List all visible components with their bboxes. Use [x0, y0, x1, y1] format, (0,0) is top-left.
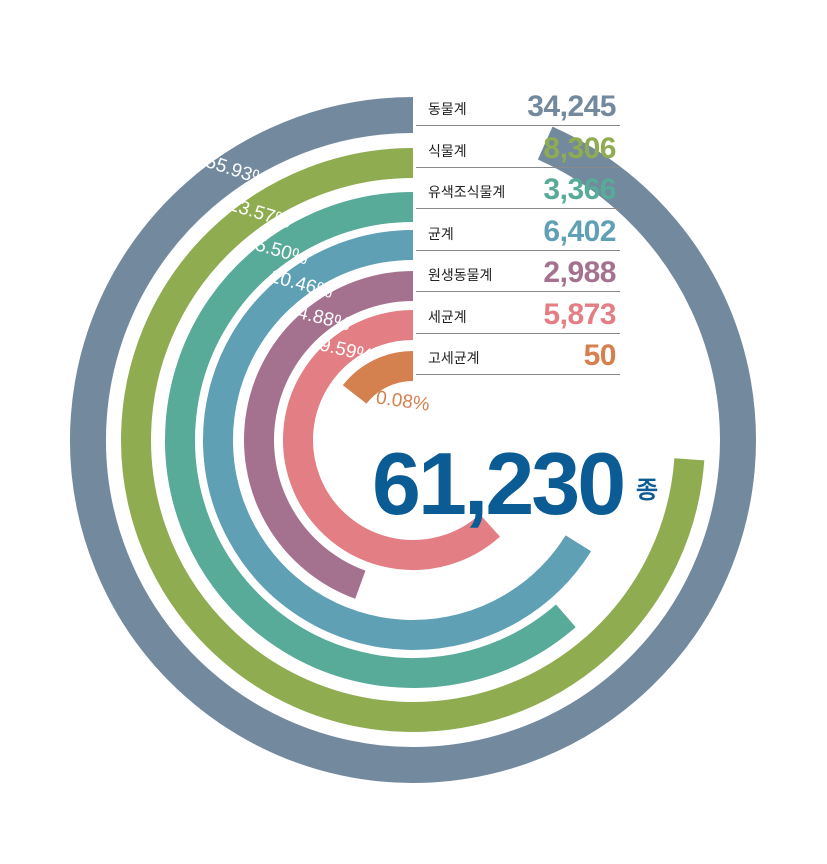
ring-arc-2: [121, 148, 705, 732]
legend-value: 3,366: [543, 173, 616, 206]
legend-row: 유색조식물계 3,366: [416, 168, 620, 209]
ring-arc-5: [244, 271, 414, 599]
ring-arc-3: [165, 192, 576, 688]
legend-row: 원생동물계 2,988: [416, 251, 620, 292]
percent-label: 0.08%: [375, 387, 431, 415]
legend-row: 세균계 5,873: [416, 293, 620, 334]
ring-arc-1: [70, 97, 756, 783]
legend-row: 식물계 8,306: [416, 127, 620, 168]
total-value: 61,230: [372, 434, 626, 533]
legend-value: 5,873: [543, 297, 616, 331]
legend-value: 8,306: [543, 131, 616, 165]
legend-row: 고세균계 50: [416, 334, 620, 375]
legend-name: 동물계: [428, 102, 467, 118]
ring-group: [70, 97, 756, 783]
legend-row: 동물계 34,245: [416, 85, 620, 126]
legend-name: 고세균계: [428, 351, 480, 367]
legend-name: 유색조식물계: [428, 185, 506, 201]
legend-name: 균계: [428, 226, 454, 243]
legend-row: 균계 6,402: [416, 210, 620, 251]
ring-arc-4: [203, 230, 592, 650]
legend-value: 50: [583, 339, 617, 372]
ring-arc-6: [283, 310, 500, 570]
legend-name: 원생동물계: [428, 268, 493, 284]
ring-arc-7: [342, 351, 414, 405]
total-unit: 종: [636, 476, 659, 504]
legend-value: 6,402: [543, 214, 616, 248]
legend-name: 식물계: [428, 143, 467, 160]
legend-name: 세균계: [428, 309, 467, 326]
legend-value: 34,245: [527, 90, 616, 123]
legend-value: 2,988: [543, 256, 616, 289]
